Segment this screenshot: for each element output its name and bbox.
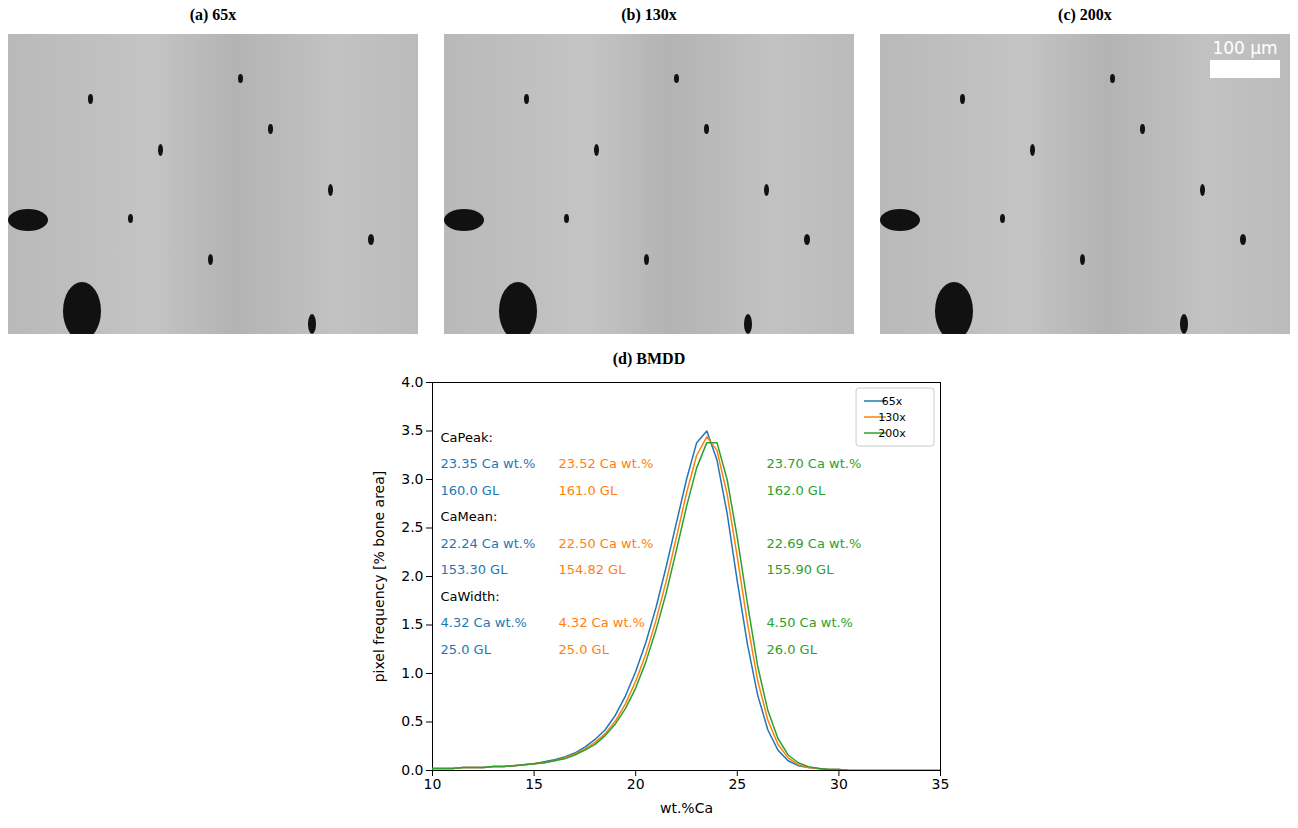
html-text:(d) BMDD: (d) BMDD — [612, 350, 686, 367]
html-text:(c) 200x: (c) 200x — [1058, 6, 1112, 23]
svg-text:35: 35 — [932, 776, 950, 792]
svg-text:wt.%Ca: wt.%Ca — [660, 800, 713, 816]
svg-text:0.0: 0.0 — [401, 762, 423, 778]
svg-text:15: 15 — [525, 776, 543, 792]
svg-text:3.5: 3.5 — [401, 422, 423, 438]
svg-text:2.5: 2.5 — [401, 519, 423, 535]
svg-text:23.52 Ca wt.%: 23.52 Ca wt.% — [559, 456, 654, 471]
html-text:(b) 130x: (b) 130x — [621, 6, 677, 23]
svg-text:25.0 GL: 25.0 GL — [441, 642, 492, 657]
svg-text:4.0: 4.0 — [401, 374, 423, 390]
svg-text:22.24 Ca wt.%: 22.24 Ca wt.% — [441, 536, 536, 551]
svg-text:CaPeak:: CaPeak: — [441, 430, 493, 445]
svg-text:22.69 Ca wt.%: 22.69 Ca wt.% — [767, 536, 862, 551]
svg-text:4.32 Ca wt.%: 4.32 Ca wt.% — [559, 615, 645, 630]
svg-text:pixel frequency [% bone area]: pixel frequency [% bone area] — [371, 471, 387, 683]
svg-text:4.50 Ca wt.%: 4.50 Ca wt.% — [767, 615, 853, 630]
svg-text:130x: 130x — [878, 411, 906, 424]
svg-text:155.90 GL: 155.90 GL — [767, 562, 835, 577]
svg-text:161.0 GL: 161.0 GL — [559, 483, 618, 498]
svg-text:200x: 200x — [878, 427, 906, 440]
svg-text:4.32 Ca wt.%: 4.32 Ca wt.% — [441, 615, 527, 630]
svg-text:160.0 GL: 160.0 GL — [441, 483, 500, 498]
svg-text:22.50 Ca wt.%: 22.50 Ca wt.% — [559, 536, 654, 551]
svg-text:20: 20 — [627, 776, 645, 792]
svg-text:2.0: 2.0 — [401, 568, 423, 584]
html-text:100 µm: 100 µm — [1212, 38, 1278, 58]
svg-text:CaWidth:: CaWidth: — [441, 589, 500, 604]
svg-text:153.30 GL: 153.30 GL — [441, 562, 509, 577]
svg-text:10: 10 — [424, 776, 442, 792]
html-text:(a) 65x: (a) 65x — [189, 6, 237, 23]
svg-text:26.0 GL: 26.0 GL — [767, 642, 818, 657]
svg-text:25: 25 — [728, 776, 746, 792]
svg-text:23.70 Ca wt.%: 23.70 Ca wt.% — [767, 456, 862, 471]
svg-text:65x: 65x — [882, 395, 903, 408]
svg-text:30: 30 — [830, 776, 848, 792]
svg-text:162.0 GL: 162.0 GL — [767, 483, 826, 498]
svg-text:1.5: 1.5 — [401, 616, 423, 632]
svg-text:23.35 Ca wt.%: 23.35 Ca wt.% — [441, 456, 536, 471]
svg-text:CaMean:: CaMean: — [441, 509, 498, 524]
svg-text:25.0 GL: 25.0 GL — [559, 642, 610, 657]
svg-text:0.5: 0.5 — [401, 713, 423, 729]
svg-text:154.82 GL: 154.82 GL — [559, 562, 627, 577]
svg-text:3.0: 3.0 — [401, 471, 423, 487]
svg-text:1.0: 1.0 — [401, 665, 423, 681]
